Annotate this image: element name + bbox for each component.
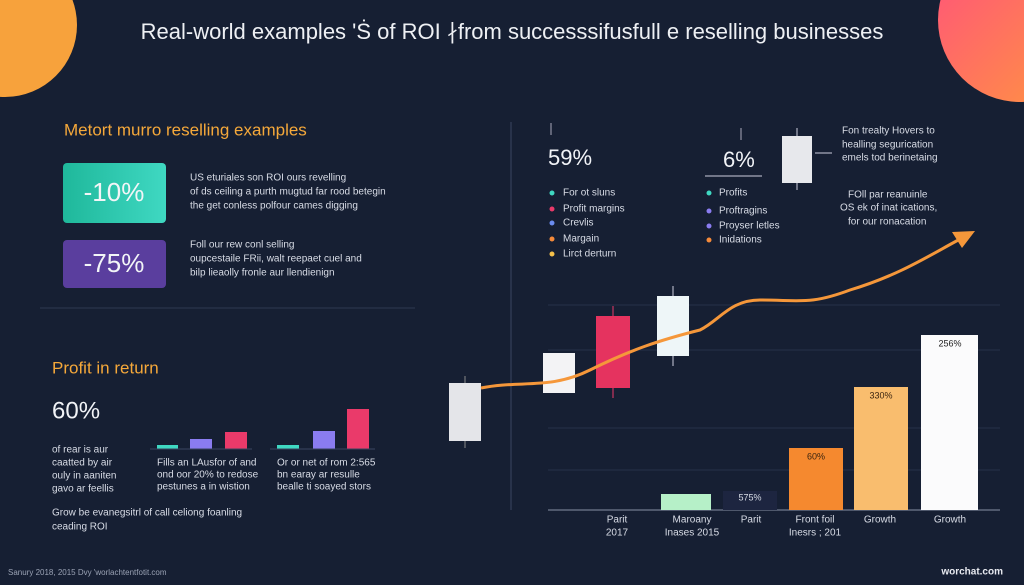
legend-label: Proftragins <box>719 206 767 217</box>
x-label: Growth <box>934 515 966 526</box>
caption: bn earay ar resulle <box>277 470 360 481</box>
card <box>63 163 166 223</box>
legend-label: For ot sluns <box>563 188 615 199</box>
legend-dot <box>706 208 712 214</box>
legend-label: Crevlis <box>563 218 594 229</box>
bar-label: 575% <box>738 492 761 502</box>
bar <box>723 491 777 510</box>
x-label: Parit <box>607 515 628 526</box>
legend-label: Profits <box>719 188 747 199</box>
card <box>63 240 166 288</box>
candle <box>596 316 630 388</box>
mini-bar <box>157 445 178 449</box>
legend-dot <box>549 251 555 257</box>
legend-label: Lirct derturn <box>563 249 616 260</box>
bar-label: 60% <box>807 451 825 461</box>
card-text: US eturiales son ROI ours revelling <box>190 173 346 184</box>
note: Fon trealty Hovers to <box>842 126 935 137</box>
caption: gavo ar feellis <box>52 484 114 495</box>
note: ceading ROI <box>52 522 108 533</box>
footer-text: Sanury 2018, 2015 Dvy 'worlachtentfotit.… <box>8 568 167 577</box>
legend-dot <box>706 190 712 196</box>
x-label: Growth <box>864 515 896 526</box>
bar <box>661 494 711 510</box>
stat: 6% <box>723 147 755 172</box>
candle <box>543 353 575 393</box>
note: emels tod berinetaing <box>842 153 938 164</box>
caption: ouly in aaniten <box>52 471 117 482</box>
x-label: Front foil <box>796 515 835 526</box>
caption: ond oor 20% to redose <box>157 470 259 481</box>
legend-dot <box>549 220 555 226</box>
legend-label: Proyser letles <box>719 221 780 232</box>
arrow-head <box>952 231 975 248</box>
mini-bar <box>277 445 299 449</box>
legend-dot <box>706 237 712 243</box>
note: FOll par reanuinle <box>848 190 928 201</box>
stat: 59% <box>548 145 592 170</box>
note: for our ronacation <box>848 217 926 228</box>
x-label: Parit <box>741 515 762 526</box>
bar <box>854 387 908 510</box>
candle <box>657 296 689 356</box>
card-text: Foll our rew conl selling <box>190 240 295 251</box>
bar-label: 256% <box>938 338 961 348</box>
caption: caatted by air <box>52 458 113 469</box>
caption: bealle ti soayed stors <box>277 482 371 493</box>
note: healling segurication <box>842 140 933 151</box>
legend-dot <box>706 223 712 229</box>
caption: pestunes a in wistion <box>157 482 250 493</box>
mini-bar <box>225 432 247 449</box>
card-text: the get conless polfour cames digging <box>190 201 358 212</box>
candle <box>449 383 481 441</box>
note: OS ek of inat ications, <box>840 203 937 214</box>
trend-line <box>480 236 963 390</box>
section-title: Metort murro reselling examples <box>64 120 307 139</box>
card-text: of ds ceiling a purth mugtud far rood be… <box>190 187 386 198</box>
legend-label: Profit margins <box>563 204 625 215</box>
candle <box>782 136 812 183</box>
legend-dot <box>549 190 555 196</box>
legend-dot <box>549 236 555 242</box>
mini-bar <box>313 431 335 449</box>
bar-label: 330% <box>869 390 892 400</box>
note: Grow be evanegsitrl of call celiong foan… <box>52 508 242 519</box>
legend: For ot sluns Profit margins Crevlis Marg… <box>549 188 780 260</box>
bar <box>921 335 978 510</box>
legend-label: Margain <box>563 234 599 245</box>
card-text: oupcestaile FRii, walt reepaet cuel and <box>190 254 362 265</box>
x-label: 2017 <box>606 528 629 539</box>
title: Real-world examples 'Ṡ of ROI ∤from succ… <box>141 19 884 44</box>
caption: of rear is aur <box>52 445 109 456</box>
x-label: Inases 2015 <box>665 528 720 539</box>
mini-bar <box>190 439 212 449</box>
card-value: -10% <box>84 177 145 207</box>
bars <box>661 335 978 510</box>
caption: Or or net of rom 2:565 <box>277 458 376 469</box>
section-title: Profit in return <box>52 358 159 377</box>
legend-label: Inidations <box>719 235 762 246</box>
candles <box>449 286 689 448</box>
deco-circle <box>938 0 1024 102</box>
deco-circle <box>0 0 77 97</box>
x-label: Maroany <box>673 515 712 526</box>
profit-value: 60% <box>52 397 100 424</box>
mini-bar <box>347 409 369 449</box>
x-label: Inesrs ; 201 <box>789 528 842 539</box>
legend-dot <box>549 206 555 212</box>
footer-brand: worchat.com <box>940 567 1003 578</box>
mini-bars <box>150 409 375 450</box>
bar <box>789 448 843 510</box>
card-text: bilp lieaolly fronle aur llendienign <box>190 268 335 279</box>
caption: Fills an LAusfor of and <box>157 458 257 469</box>
card-value: -75% <box>84 248 145 278</box>
